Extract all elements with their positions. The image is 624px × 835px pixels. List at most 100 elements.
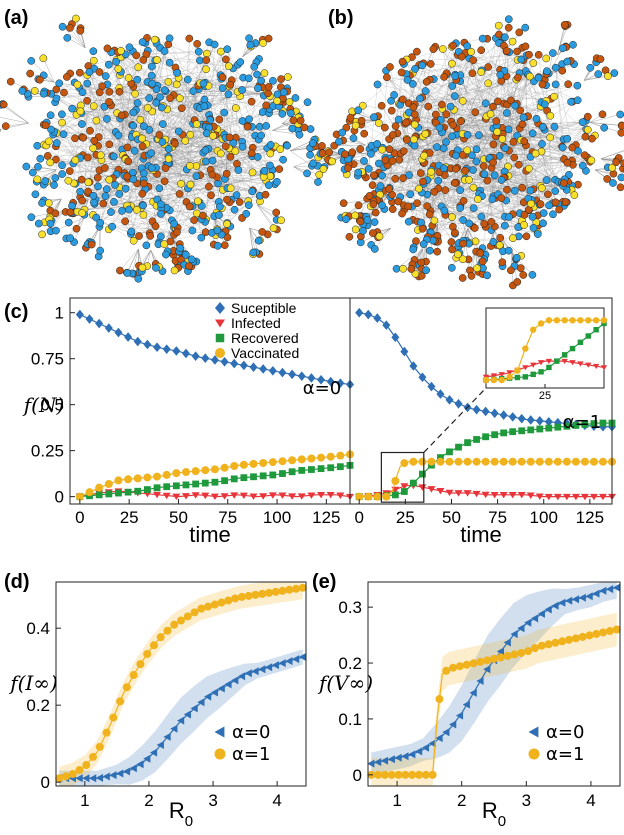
network-node xyxy=(416,94,424,103)
data-point xyxy=(336,492,345,499)
data-point xyxy=(204,602,213,611)
network-node xyxy=(391,174,400,183)
network-node xyxy=(33,175,42,184)
network-node xyxy=(549,210,557,219)
network-edge xyxy=(0,117,29,124)
data-point xyxy=(278,659,286,668)
network-edge xyxy=(134,150,176,229)
data-point xyxy=(589,493,598,501)
network-node xyxy=(220,108,229,117)
data-point xyxy=(599,586,607,595)
network-node xyxy=(545,201,553,210)
network-edge xyxy=(442,48,455,110)
inset-tick-label: 25 xyxy=(539,390,551,402)
data-point xyxy=(231,676,239,685)
network-node xyxy=(87,240,96,249)
data-point xyxy=(124,475,133,484)
network-node xyxy=(538,80,547,89)
network-node xyxy=(249,248,258,257)
network-node xyxy=(291,94,300,102)
network-node xyxy=(166,94,174,103)
data-point xyxy=(581,421,589,428)
data-point xyxy=(156,740,164,749)
data-point xyxy=(476,657,485,666)
network-edge xyxy=(205,82,264,96)
network-node xyxy=(77,175,86,184)
network-node xyxy=(506,266,515,275)
network-node xyxy=(489,158,497,167)
network-edge xyxy=(395,133,503,179)
data-point xyxy=(297,371,306,381)
network-node xyxy=(525,164,533,173)
data-point xyxy=(442,666,451,675)
network-node xyxy=(375,232,384,241)
inset-point xyxy=(506,370,513,376)
data-point xyxy=(68,770,77,779)
data-point xyxy=(490,408,499,419)
network-node xyxy=(258,228,267,236)
network-node xyxy=(375,159,383,168)
y-tick-label: 0.25 xyxy=(31,442,64,461)
network-node xyxy=(129,108,138,117)
network-node xyxy=(296,116,305,125)
data-point xyxy=(517,413,526,424)
network-node xyxy=(404,202,413,211)
network-node xyxy=(66,24,74,32)
network-edge xyxy=(437,207,474,237)
inset-point xyxy=(522,365,529,371)
network-node xyxy=(18,87,27,95)
data-point xyxy=(408,750,416,759)
legend-label: Suceptible xyxy=(231,300,297,316)
data-point xyxy=(462,660,471,669)
network-node xyxy=(27,213,36,222)
data-point xyxy=(427,486,436,493)
data-point xyxy=(442,728,450,737)
network-nodes xyxy=(306,15,624,290)
data-point xyxy=(612,625,621,634)
data-point xyxy=(190,704,198,713)
network-edge xyxy=(205,44,215,233)
data-point xyxy=(400,459,409,468)
network-node xyxy=(508,37,517,46)
network-node xyxy=(226,152,235,161)
network-node xyxy=(422,266,430,275)
network-node xyxy=(190,216,198,224)
data-point xyxy=(85,314,94,324)
network-node xyxy=(550,92,558,101)
network-node xyxy=(6,77,15,86)
network-edge xyxy=(396,248,424,269)
y-tick-label: 0.5 xyxy=(40,396,64,415)
network-node xyxy=(341,150,349,159)
network-node xyxy=(78,120,86,128)
network-edge xyxy=(88,180,267,183)
inset-point xyxy=(522,374,529,380)
network-node xyxy=(157,200,165,209)
data-point xyxy=(89,752,98,761)
data-point xyxy=(177,616,185,625)
data-point xyxy=(191,351,200,361)
network-node xyxy=(459,255,467,264)
network-node xyxy=(528,271,537,279)
network-node xyxy=(610,69,619,77)
network-node xyxy=(103,115,111,123)
network-node xyxy=(493,128,502,136)
network-node xyxy=(369,229,377,237)
network-node xyxy=(415,184,423,193)
legend-marker xyxy=(214,748,226,760)
data-point xyxy=(446,448,453,456)
data-point xyxy=(510,650,519,659)
network-node xyxy=(138,134,146,143)
data-point xyxy=(297,455,306,464)
network-node xyxy=(459,216,467,224)
network-node xyxy=(520,137,529,146)
data-point xyxy=(230,358,239,369)
network-node xyxy=(558,44,567,53)
network-node xyxy=(279,155,287,164)
data-point xyxy=(102,772,110,781)
network-node xyxy=(52,226,60,235)
network-node xyxy=(1,122,10,130)
network-node xyxy=(408,80,417,88)
network-node xyxy=(134,274,143,283)
network-node xyxy=(176,244,184,253)
network-node xyxy=(598,110,607,119)
